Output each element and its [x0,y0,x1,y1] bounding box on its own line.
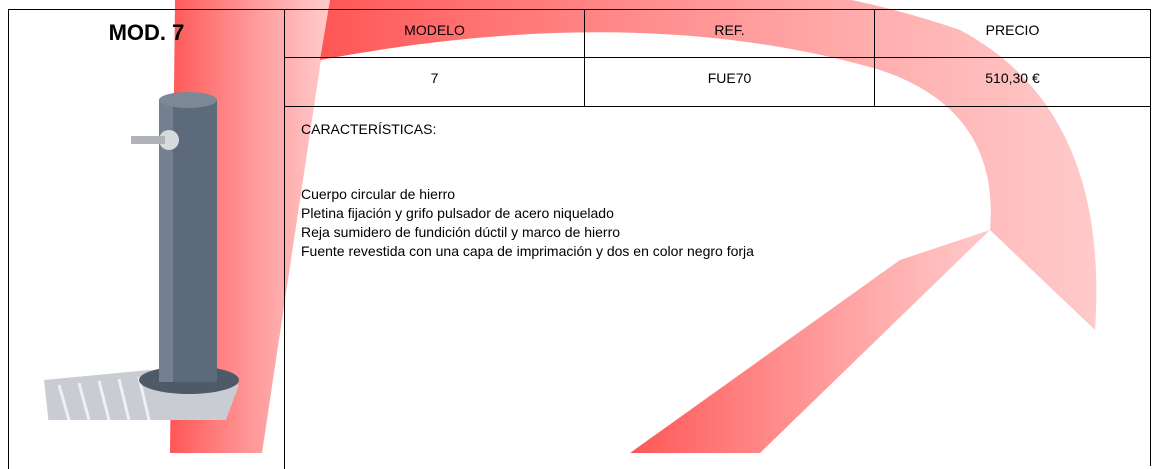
characteristic-item: Pletina fijación y grifo pulsador de ace… [301,205,614,221]
value-cell: 7 [284,57,585,107]
grate-bars [57,376,151,420]
characteristics-cell: CARACTERÍSTICAS: Cuerpo circular de hier… [284,106,1151,466]
header-cell: REF. [584,9,875,58]
characteristics-label: CARACTERÍSTICAS: [301,121,437,137]
watermark-diagonal [630,230,990,453]
header-cell: PRECIO [874,9,1151,58]
characteristic-item: Cuerpo circular de hierro [301,186,456,202]
value-cell: 510,30 € [874,57,1151,107]
column-highlight [159,100,173,382]
watermark-arc [320,0,1097,330]
characteristic-item: Reja sumidero de fundición dúctil y marc… [301,224,621,240]
faucet-plate [159,130,179,150]
column-top [159,92,217,108]
fountain-image [44,92,239,420]
characteristic-item: Fuente revestida con una capa de imprima… [301,243,754,259]
model-title: MOD. 7 [108,20,185,45]
image-cell: MOD. 7 [8,9,285,469]
characteristics-list: Cuerpo circular de hierro Pletina fijació… [301,185,1150,261]
faucet [131,136,165,144]
value-cell: FUE70 [584,57,875,107]
page: MOD. 7 MODELO REF. PRECIO 7 FUE70 510,30… [8,0,1151,469]
header-cell: MODELO [284,9,585,58]
